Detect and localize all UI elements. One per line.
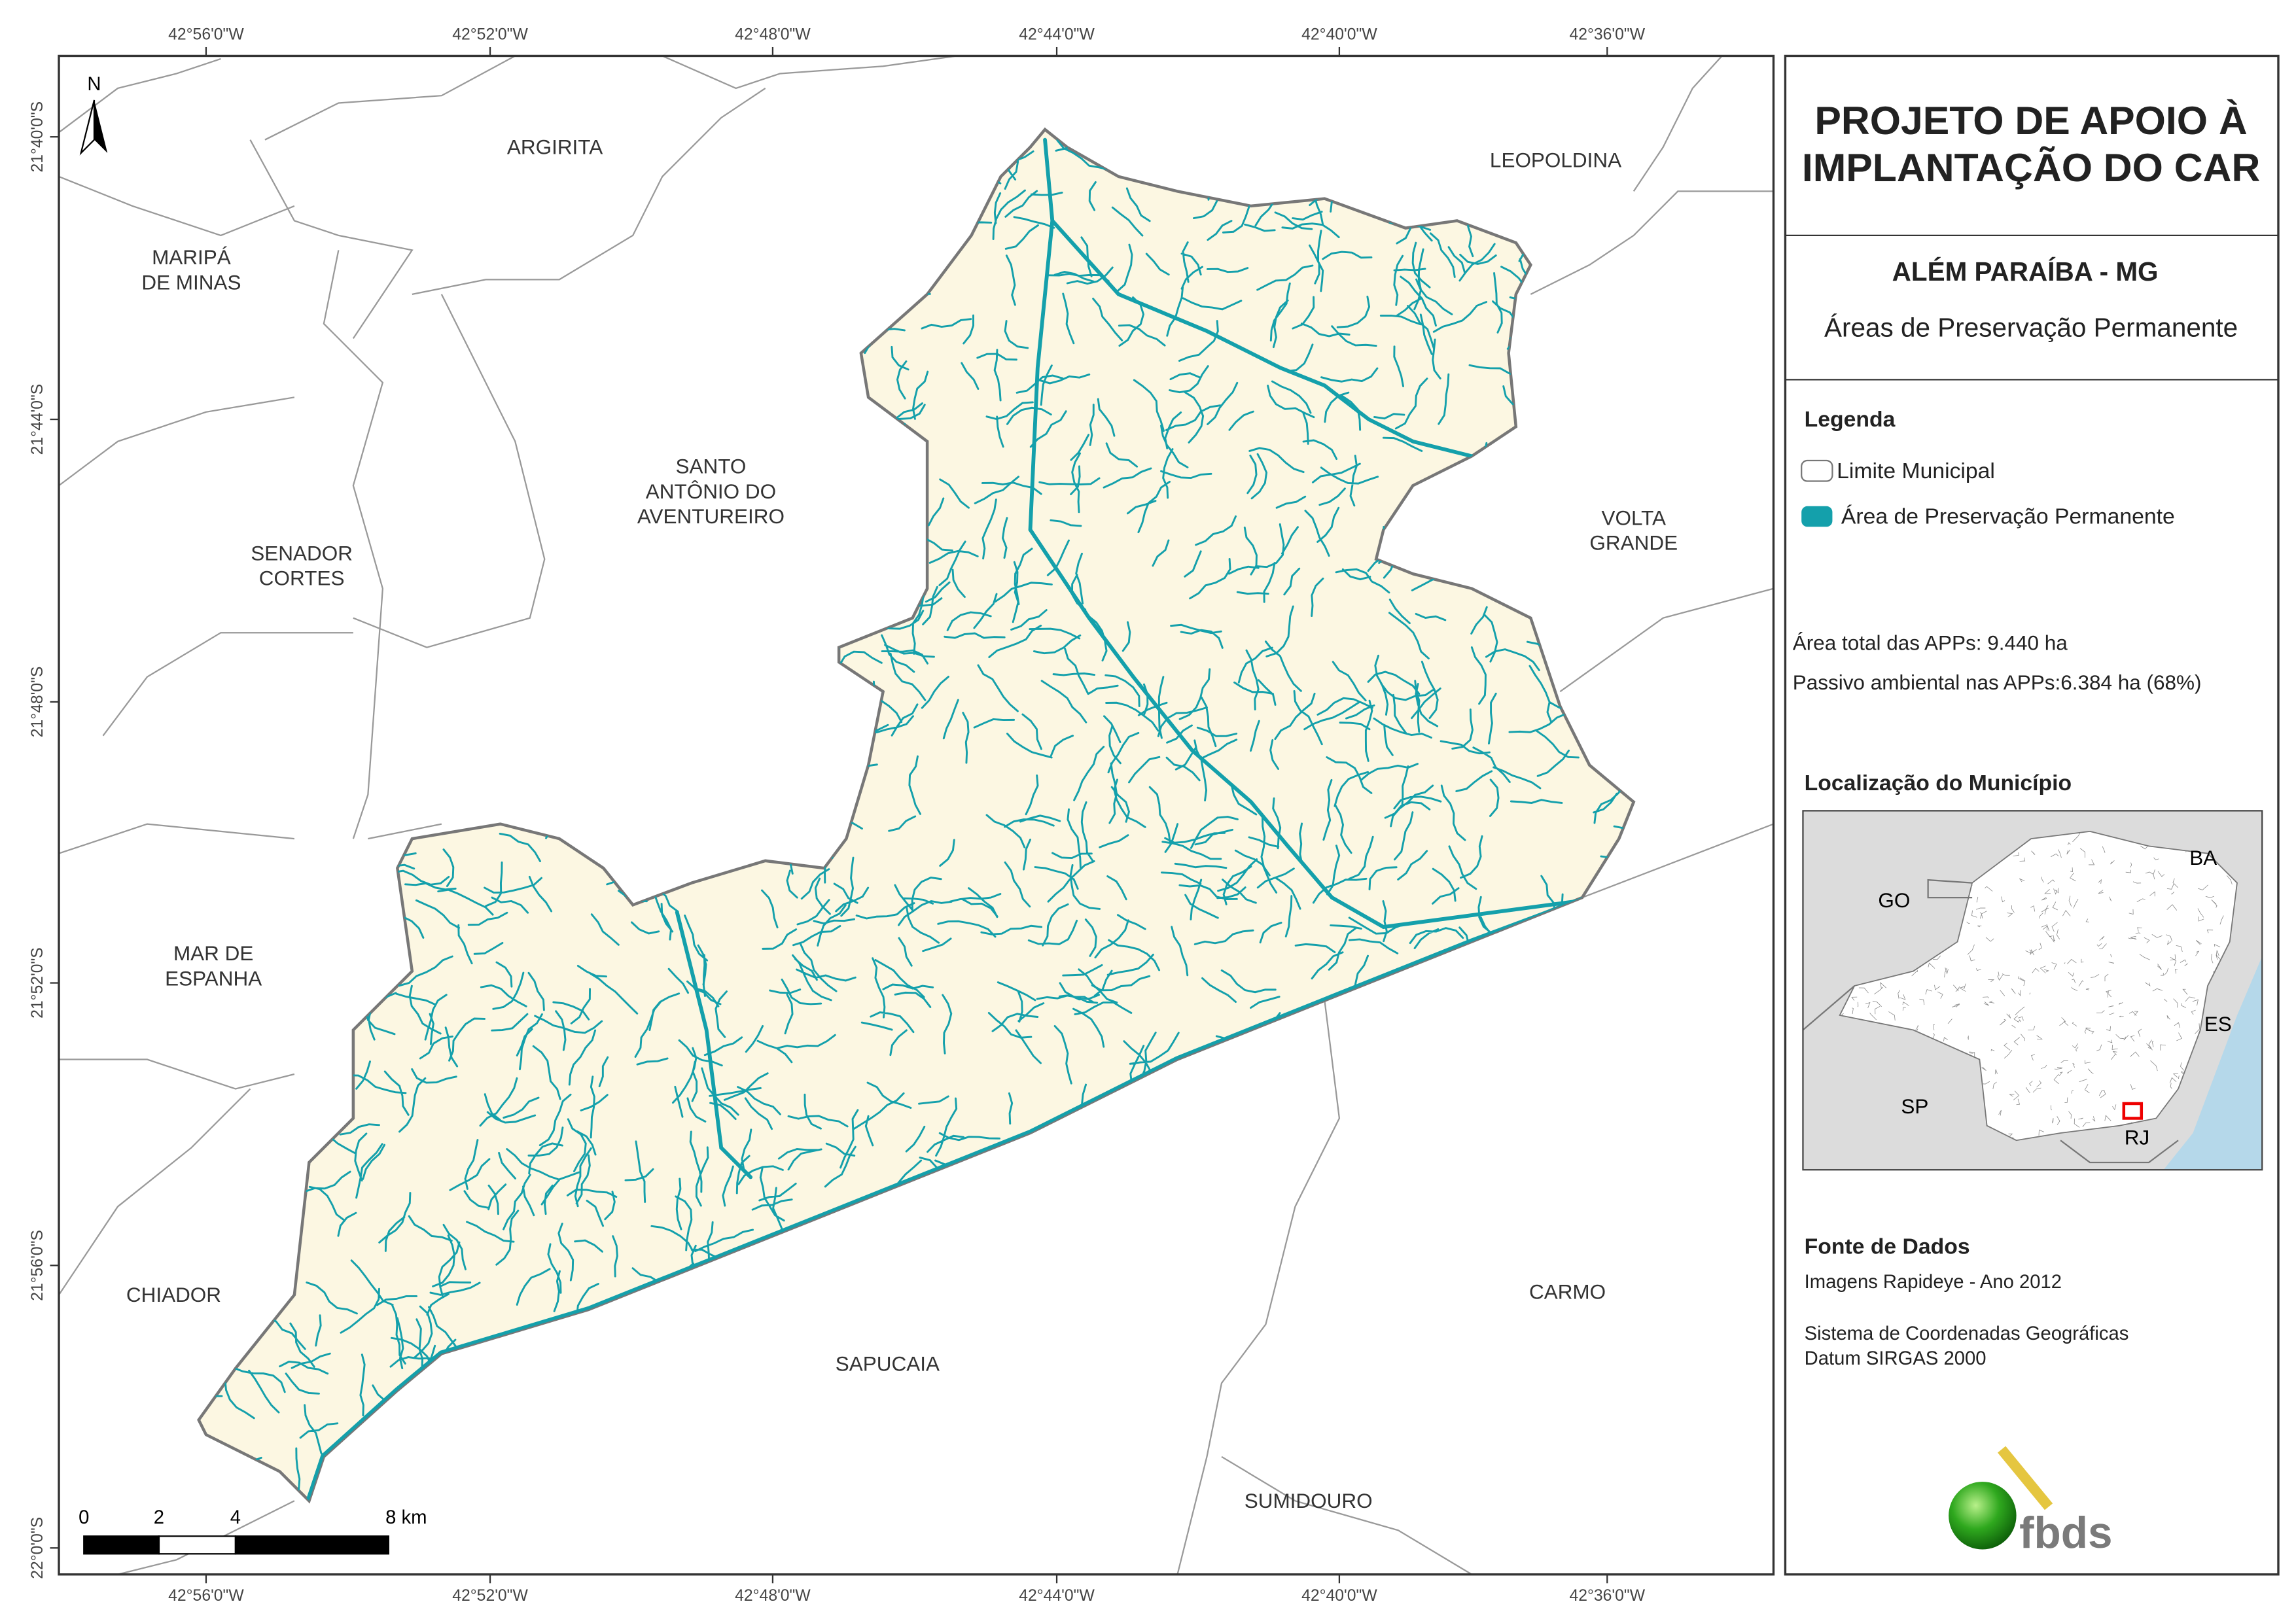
latitude-label: 21°40'0"S (29, 101, 46, 173)
logo-text: fbds (2019, 1509, 2112, 1558)
panel-frame (1784, 54, 2280, 1576)
scale-bar (83, 1535, 389, 1555)
legend-item: Área de Preservação Permanente (1841, 504, 2175, 529)
north-arrow: N (79, 74, 108, 156)
longitude-label: 42°52'0"W (452, 26, 528, 44)
neighbors (59, 56, 1774, 1575)
municipality-area (199, 130, 1634, 1501)
longitude-label: 42°48'0"W (735, 26, 811, 44)
legend-title: Legenda (1805, 407, 1896, 432)
scale-label: 8 km (385, 1507, 427, 1528)
longitude-label: 42°56'0"W (168, 26, 244, 44)
sources-title: Fonte de Dados (1805, 1234, 1970, 1259)
location-title: Localização do Município (1805, 771, 2072, 795)
place-label: SUMIDOURO (1245, 1489, 1373, 1512)
map-subtitle: Áreas de Preservação Permanente (1824, 313, 2238, 343)
place-label: SAPUCAIA (836, 1352, 940, 1376)
place-label: ESPANHA (165, 966, 262, 990)
latitude-label: 21°52'0"S (29, 947, 46, 1019)
map-frame (58, 54, 1775, 1576)
place-label: ARGIRITA (507, 135, 603, 158)
inset-label: RJ (2125, 1125, 2149, 1149)
place-label: LEOPOLDINA (1490, 148, 1621, 172)
latitude-label: 21°44'0"S (29, 384, 46, 455)
stat: Passivo ambiental nas APPs:6.384 ha (68%… (1793, 671, 2202, 694)
inset-label: BA (2189, 846, 2217, 869)
place-label: CORTES (259, 567, 345, 590)
inset-label: GO (1878, 888, 1910, 912)
north-label: N (87, 74, 101, 95)
place-label: SENADOR (251, 541, 353, 565)
inset-label: ES (2204, 1012, 2232, 1036)
place-label: MAR DE (173, 941, 253, 965)
longitude-label: 42°40'0"W (1301, 26, 1377, 44)
legend-item: Limite Municipal (1837, 459, 1995, 483)
place-label: ANTÔNIO DO (646, 480, 776, 503)
place-label: VOLTA (1601, 506, 1666, 529)
longitude-label: 42°48'0"W (735, 1587, 811, 1605)
scale-label: 2 (154, 1507, 164, 1528)
scale-label: 4 (230, 1507, 241, 1528)
source-line: Imagens Rapideye - Ano 2012 (1805, 1272, 2062, 1293)
title: PROJETO DE APOIO À (1814, 98, 2247, 143)
source-line: Datum SIRGAS 2000 (1805, 1348, 1987, 1369)
source-line: Sistema de Coordenadas Geográficas (1805, 1323, 2129, 1344)
latitude-label: 22°0'0"S (29, 1517, 46, 1579)
place-label: SANTO (676, 455, 747, 478)
stat: Área total das APPs: 9.440 ha (1793, 631, 2068, 655)
place-label: MARIPÁ (152, 245, 231, 269)
legend-swatch (1801, 506, 1833, 527)
place-label: CHIADOR (126, 1283, 221, 1306)
longitude-label: 42°40'0"W (1301, 1587, 1377, 1605)
longitude-label: 42°44'0"W (1019, 1587, 1095, 1605)
place-label: AVENTUREIRO (637, 504, 785, 528)
longitude-label: 42°36'0"W (1570, 1587, 1646, 1605)
legend-swatch (1801, 459, 1833, 482)
latitude-label: 21°48'0"S (29, 667, 46, 738)
place-label: CARMO (1529, 1280, 1606, 1303)
longitude-label: 42°44'0"W (1019, 26, 1095, 44)
place-label: GRANDE (1589, 531, 1678, 555)
inset-frame (1802, 810, 2263, 1171)
scale-label: 0 (79, 1507, 89, 1528)
place-label: DE MINAS (141, 270, 241, 294)
logo: fbds (1949, 1446, 2113, 1558)
longitude-label: 42°56'0"W (168, 1587, 244, 1605)
inset-label: SP (1901, 1094, 1928, 1118)
municipality-name: ALÉM PARAÍBA - MG (1892, 256, 2159, 287)
longitude-label: 42°52'0"W (452, 1587, 528, 1605)
latitude-label: 21°56'0"S (29, 1230, 46, 1301)
longitude-label: 42°36'0"W (1570, 26, 1646, 44)
location-inset (1803, 811, 2263, 1170)
title: IMPLANTAÇÃO DO CAR (1802, 145, 2260, 190)
